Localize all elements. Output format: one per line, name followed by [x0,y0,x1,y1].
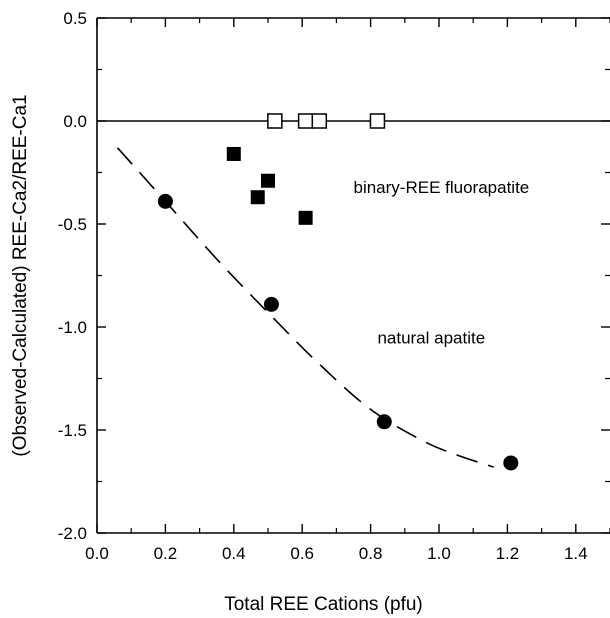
x-tick-label: 1.0 [427,544,451,563]
filled-square-point [298,210,313,225]
annotation-label: natural apatite [377,328,485,347]
y-tick-label: -1.5 [58,421,87,440]
filled-circle-point [376,414,392,430]
x-tick-label: 0.2 [154,544,178,563]
tick-labels-group: 0.0 0.2 0.4 0.6 0.8 1.0 1.2 1.4 0.5 0.0 -0.5 -1.0 -1… [58,9,588,563]
y-tick-label: 0.5 [63,9,87,28]
data-points-group [157,113,519,471]
y-tick-label: -0.5 [58,215,87,234]
annotation-label: binary-REE fluorapatite [354,178,530,197]
filled-circle-point [503,455,519,471]
plot-frame-group [96,17,610,534]
x-tick-label: 0.8 [359,544,383,563]
open-square-point [311,113,328,129]
axis-titles-group: Total REE Cations (pfu) (Observed-Calcula… [10,94,423,615]
tick-marks-group [96,17,610,534]
x-tick-label: 0.4 [222,544,246,563]
y-axis-title: (Observed-Calculated) REE-Ca2/REE-Ca1 [10,94,31,456]
x-tick-label: 1.2 [496,544,520,563]
fit-curve-group [116,147,494,468]
filled-circle-point [263,296,279,312]
filled-square-point [261,173,275,188]
annotations-group: binary-REE fluorapatite natural apatite [354,178,530,347]
y-tick-label: -1.0 [58,318,87,337]
open-square-point [369,113,386,129]
x-tick-label: 1.4 [564,544,588,563]
open-square-point [267,113,283,129]
open-square-point [297,113,314,129]
filled-square-point [250,190,265,205]
y-tick-label: -2.0 [58,524,87,543]
filled-square-point [226,146,241,161]
y-tick-label: 0.0 [63,112,87,131]
x-axis-title: Total REE Cations (pfu) [224,594,423,615]
x-tick-label: 0.6 [290,544,314,563]
filled-circle-point [157,193,173,209]
x-tick-label: 0.0 [85,544,109,563]
fit-curve-dashed-line [116,147,494,468]
